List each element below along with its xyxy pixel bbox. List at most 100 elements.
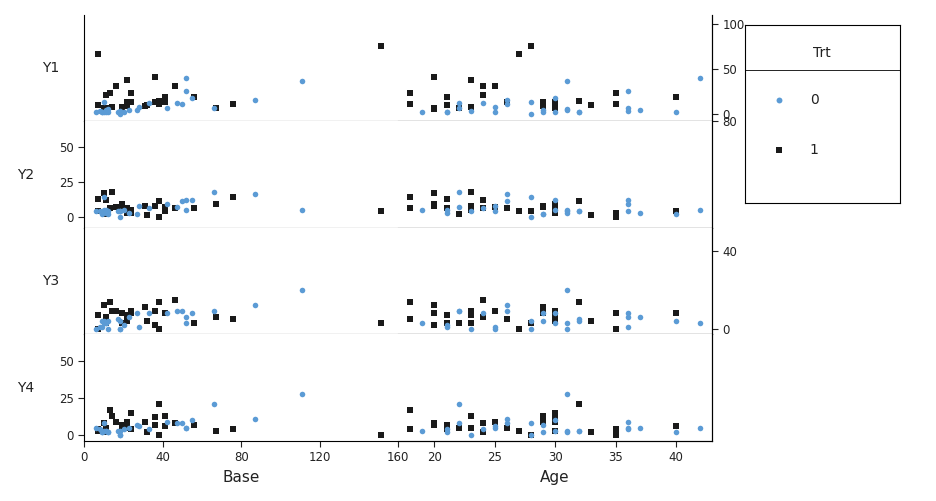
Point [487,103,502,111]
Point [139,317,154,325]
Point [114,421,129,429]
Point [523,319,538,327]
Point [770,96,785,104]
Point [98,319,113,327]
Point [439,101,454,109]
Point [667,108,682,116]
Point [462,431,477,439]
Point [124,409,139,417]
Point [427,105,442,113]
Point [462,423,477,431]
Point [547,426,562,434]
Y-axis label: Y4: Y4 [17,381,34,395]
Point [547,201,562,209]
Point [439,108,454,116]
Point [547,206,562,214]
Point [120,311,135,319]
Point [120,76,135,84]
Point [141,99,156,107]
Point [124,307,139,315]
Point [96,189,111,197]
Point [462,187,477,195]
Point [462,307,477,315]
Point [583,101,598,109]
Point [475,313,490,321]
Point [157,412,172,420]
Point [110,315,125,323]
Point [427,201,442,209]
Point [402,315,417,323]
Point [499,204,514,212]
Point [475,196,490,204]
Point [559,428,574,436]
Point [208,426,223,434]
Point [152,431,167,439]
Point [415,426,430,434]
Point [523,317,538,325]
Point [98,428,113,436]
Point [167,204,182,212]
Point [112,207,127,215]
Point [138,102,153,110]
Point [632,423,647,431]
Point [100,210,115,218]
Point [450,307,465,315]
Point [487,418,502,426]
Point [114,423,129,431]
Point [620,423,635,431]
Point [583,428,598,436]
Point [98,313,113,321]
Point [475,91,490,99]
Point [159,104,174,112]
Point [523,431,538,439]
Point [511,50,526,58]
Point [559,286,574,294]
Point [89,108,104,116]
Point [607,425,622,433]
Point [100,105,115,113]
Point [571,426,586,434]
Point [108,203,123,211]
Point [535,203,550,211]
Point [607,431,622,439]
Point [487,82,502,90]
Point [91,101,106,109]
Point [208,200,223,208]
Point [179,87,194,95]
Point [547,104,562,112]
Point [208,313,223,321]
Point [120,206,135,214]
Point [110,426,125,434]
Point [116,321,131,329]
Point [124,208,139,216]
Point [373,319,388,327]
Point [487,325,502,333]
Point [547,200,562,208]
Point [535,106,550,114]
Point [124,425,139,433]
Point [559,77,574,85]
Y-axis label: Y2: Y2 [17,168,34,182]
Point [157,98,172,106]
Point [487,203,502,211]
Point [167,296,182,304]
Point [124,98,139,106]
Point [141,309,156,317]
Point [499,415,514,423]
Point [108,82,123,90]
Point [112,426,127,434]
Point [462,311,477,319]
Point [98,426,113,434]
Point [152,400,167,408]
Point [93,425,108,433]
Point [571,108,586,116]
Point [607,325,622,333]
Point [132,201,147,209]
Point [475,419,490,427]
Point [147,307,162,315]
Point [108,307,123,315]
Text: 0: 0 [809,93,818,107]
Point [152,213,167,221]
Point [571,207,586,215]
Point [96,302,111,310]
